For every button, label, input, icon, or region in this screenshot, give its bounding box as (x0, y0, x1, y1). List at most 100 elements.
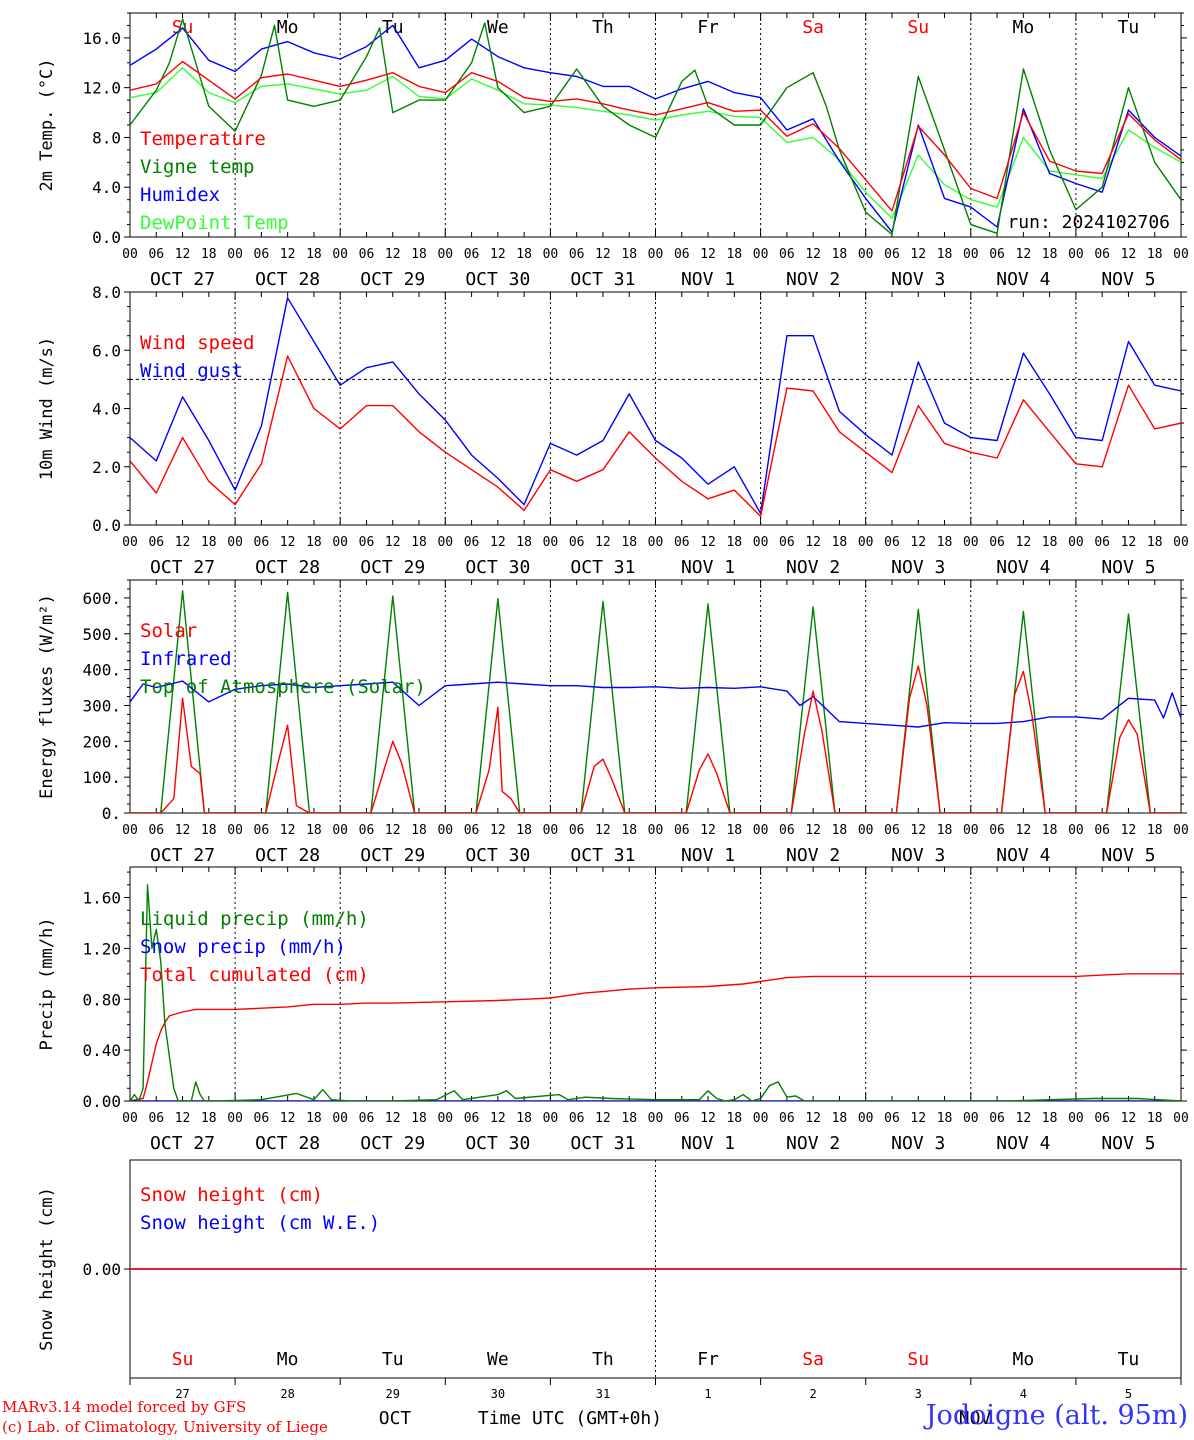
date-label: OCT 28 (255, 557, 320, 578)
y-tick-label: 400. (82, 661, 121, 680)
date-label: OCT 31 (570, 557, 635, 578)
y-tick-label: 8.0 (92, 128, 121, 147)
hour-tick-label: 06 (464, 247, 480, 262)
date-label: NOV 1 (681, 269, 735, 290)
hour-tick-label: 06 (989, 535, 1005, 550)
hour-tick-label: 00 (1173, 535, 1189, 550)
hour-tick-label: 18 (411, 247, 427, 262)
hour-tick-label: 00 (963, 1111, 979, 1126)
y-tick-label: 0.0 (92, 516, 121, 535)
hour-tick-label: 18 (306, 823, 322, 838)
date-label: NOV 1 (681, 1133, 735, 1154)
hour-tick-label: 06 (464, 823, 480, 838)
legend-entry: Solar (140, 620, 197, 642)
date-label: NOV 4 (996, 1133, 1050, 1154)
hour-tick-label: 18 (621, 535, 637, 550)
hour-tick-label: 00 (1068, 1111, 1084, 1126)
series-group (130, 884, 1181, 1101)
hour-tick-label: 00 (1068, 535, 1084, 550)
legend-entry: Liquid precip (mm/h) (140, 908, 369, 930)
credit-lab: (c) Lab. of Climatology, University of L… (2, 1418, 328, 1436)
y-axis-title: Snow height (cm) (37, 1187, 57, 1351)
hour-tick-label: 12 (805, 823, 821, 838)
day-initial-label: Mo (1013, 17, 1035, 38)
hour-tick-label: 12 (595, 1111, 611, 1126)
day-initial-label: We (487, 1349, 509, 1370)
hour-tick-label: 12 (1121, 247, 1137, 262)
hour-tick-label: 06 (779, 823, 795, 838)
hour-tick-label: 18 (306, 535, 322, 550)
hour-tick-label: 18 (726, 823, 742, 838)
y-tick-label: 4.0 (92, 400, 121, 419)
day-initial-label: Su (172, 1349, 194, 1370)
panel-4: 0.00 0.40 0.80 1.20 1.60 Precip (mm/h) 00 06 12 1… (37, 866, 1189, 1154)
hour-tick-label: 06 (254, 535, 270, 550)
day-number-label: 27 (175, 1387, 189, 1401)
day-number-label: 2 (810, 1387, 817, 1401)
hour-tick-label: 00 (543, 247, 559, 262)
hour-tick-label: 00 (332, 1111, 348, 1126)
date-label: OCT 30 (465, 557, 530, 578)
hour-tick-label: 12 (1016, 535, 1032, 550)
legend-entry: Total cumulated (cm) (140, 964, 369, 986)
hour-tick-label: 18 (1042, 535, 1058, 550)
y-tick-label: 500. (82, 625, 121, 644)
hour-tick-label: 12 (1121, 1111, 1137, 1126)
hour-tick-label: 00 (227, 535, 243, 550)
series-line-total-cumulated-cm- (130, 973, 1181, 1101)
panel-3: 0. 100. 200. 300. 400. 500. 600. Energy fluxes … (37, 579, 1189, 866)
hour-tick-label: 12 (385, 247, 401, 262)
hour-tick-label: 12 (595, 247, 611, 262)
day-initial-label: Su (907, 17, 929, 38)
hour-tick-label: 18 (516, 247, 532, 262)
hour-tick-label: 12 (1121, 823, 1137, 838)
hour-tick-label: 06 (884, 247, 900, 262)
series-line-humidex (130, 24, 1181, 233)
hour-tick-label: 00 (1173, 1111, 1189, 1126)
legend-entry: Snow height (cm W.E.) (140, 1212, 380, 1234)
hour-tick-label: 12 (175, 1111, 191, 1126)
hour-tick-label: 06 (1094, 823, 1110, 838)
hour-tick-label: 00 (648, 1111, 664, 1126)
date-label: OCT 30 (465, 269, 530, 290)
date-label: NOV 3 (891, 269, 945, 290)
date-label: OCT 30 (465, 1133, 530, 1154)
legend-entry: Wind speed (140, 332, 254, 354)
day-initial-label: We (487, 17, 509, 38)
date-label: OCT 30 (465, 845, 530, 866)
hour-tick-label: 00 (963, 247, 979, 262)
y-tick-label: 0.40 (82, 1041, 121, 1060)
series-line-wind-gust (130, 297, 1181, 515)
day-number-label: 31 (596, 1387, 610, 1401)
hour-tick-label: 00 (332, 535, 348, 550)
series-line-dewpoint-temp (130, 67, 1181, 220)
hour-tick-label: 12 (490, 535, 506, 550)
y-tick-label: 600. (82, 589, 121, 608)
legend-entry: Wind gust (140, 360, 243, 382)
date-label: OCT 29 (360, 269, 425, 290)
hour-tick-label: 00 (753, 823, 769, 838)
hour-tick-label: 12 (385, 1111, 401, 1126)
hour-tick-label: 00 (1068, 823, 1084, 838)
hour-tick-label: 18 (621, 1111, 637, 1126)
y-tick-label: 0.00 (82, 1092, 121, 1111)
hour-tick-label: 06 (148, 535, 164, 550)
hour-tick-label: 00 (437, 535, 453, 550)
hour-tick-label: 00 (1173, 823, 1189, 838)
date-label: NOV 2 (786, 1133, 840, 1154)
date-label: NOV 5 (1101, 557, 1155, 578)
hour-tick-label: 18 (832, 247, 848, 262)
date-label: NOV 5 (1101, 845, 1155, 866)
day-initial-label: Th (592, 17, 614, 38)
hour-tick-label: 12 (910, 823, 926, 838)
day-number-label: 5 (1125, 1387, 1132, 1401)
hour-tick-label: 06 (674, 535, 690, 550)
hour-tick-label: 06 (779, 247, 795, 262)
hour-tick-label: 12 (175, 535, 191, 550)
hour-tick-label: 12 (280, 247, 296, 262)
date-label: OCT 29 (360, 845, 425, 866)
hour-tick-label: 18 (201, 247, 217, 262)
y-tick-label: 1.60 (82, 889, 121, 908)
month-label: NOV (959, 1408, 992, 1429)
